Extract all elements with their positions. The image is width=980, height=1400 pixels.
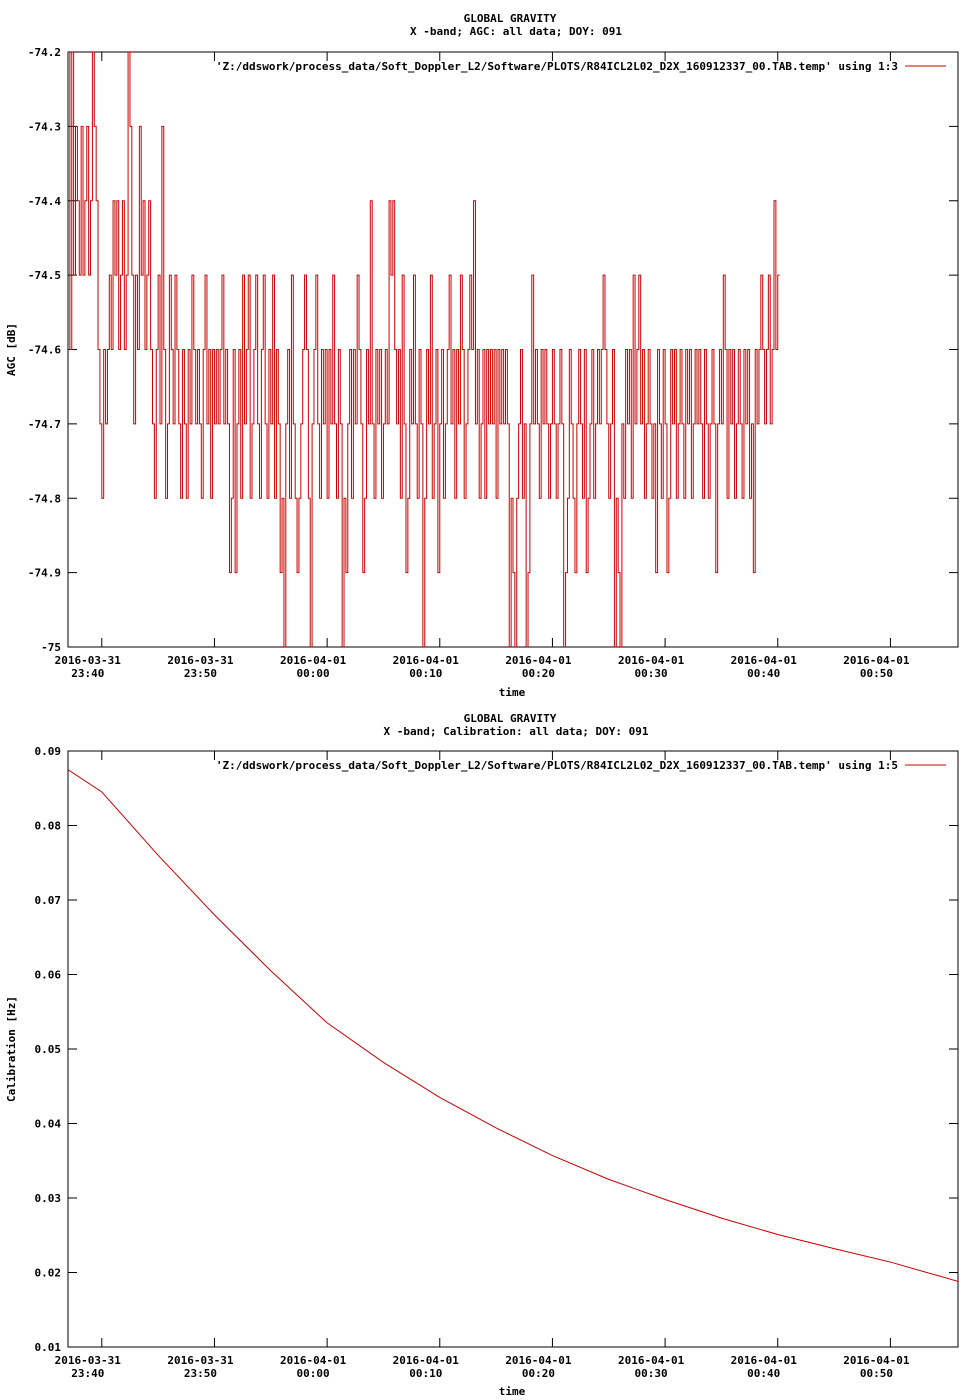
x-tick-label-time: 23:50	[184, 667, 217, 680]
plot-frame	[67, 750, 959, 1348]
y-axis-label: Calibration [Hz]	[5, 996, 18, 1102]
chart-subtitle: X -band; Calibration: all data; DOY: 091	[384, 725, 649, 738]
y-tick-label: 0.09	[35, 745, 62, 758]
x-axis-label: time	[499, 686, 526, 699]
data-series-line	[68, 52, 780, 647]
x-tick-label-time: 23:40	[71, 667, 104, 680]
chart-title: GLOBAL GRAVITY	[464, 712, 557, 725]
x-tick-label-time: 00:10	[409, 1367, 442, 1380]
x-tick-label-date: 2016-04-01	[843, 654, 910, 667]
x-tick-label-time: 00:50	[860, 1367, 893, 1380]
x-tick-label-date: 2016-03-31	[55, 654, 122, 667]
x-tick-label-date: 2016-04-01	[393, 654, 460, 667]
x-tick-label-time: 00:40	[747, 667, 780, 680]
y-tick-label: -74.8	[28, 492, 61, 505]
x-tick-label-date: 2016-04-01	[731, 1354, 798, 1367]
y-axis-label: AGC [dB]	[5, 323, 18, 376]
data-series-line	[68, 769, 958, 1282]
x-tick-label-time: 00:10	[409, 667, 442, 680]
y-tick-label: -74.9	[28, 567, 61, 580]
y-tick-label: -74.3	[28, 120, 61, 133]
x-tick-label-time: 00:20	[522, 667, 555, 680]
x-tick-label-date: 2016-04-01	[731, 654, 798, 667]
y-tick-label: -75	[41, 641, 61, 654]
x-tick-label-time: 23:50	[184, 1367, 217, 1380]
x-tick-label-date: 2016-04-01	[618, 654, 685, 667]
x-tick-label-time: 00:00	[297, 1367, 330, 1380]
x-tick-label-date: 2016-04-01	[505, 1354, 572, 1367]
y-tick-label: 0.07	[35, 894, 62, 907]
y-tick-label: 0.03	[35, 1192, 62, 1205]
chart-title: GLOBAL GRAVITY	[464, 12, 557, 25]
x-tick-label-time: 00:30	[635, 667, 668, 680]
y-tick-label: 0.04	[35, 1118, 62, 1131]
y-tick-label: -74.4	[28, 195, 61, 208]
y-tick-label: 0.08	[35, 820, 62, 833]
y-tick-label: -74.7	[28, 418, 61, 431]
y-tick-label: 0.02	[35, 1267, 62, 1280]
x-tick-label-date: 2016-04-01	[280, 1354, 347, 1367]
y-tick-label: 0.05	[35, 1043, 62, 1056]
y-tick-label: 0.06	[35, 969, 62, 982]
x-tick-label-date: 2016-03-31	[167, 654, 234, 667]
x-tick-label-date: 2016-03-31	[167, 1354, 234, 1367]
x-tick-label-date: 2016-04-01	[280, 654, 347, 667]
x-tick-label-date: 2016-04-01	[505, 654, 572, 667]
y-tick-label: -74.2	[28, 46, 61, 59]
x-tick-label-date: 2016-04-01	[843, 1354, 910, 1367]
x-tick-label-time: 00:30	[635, 1367, 668, 1380]
y-tick-label: -74.5	[28, 269, 61, 282]
x-tick-label-date: 2016-04-01	[618, 1354, 685, 1367]
y-tick-label: -74.6	[28, 344, 61, 357]
legend-label: 'Z:/ddswork/process_data/Soft_Doppler_L2…	[216, 759, 898, 772]
y-tick-label: 0.01	[35, 1341, 62, 1354]
x-tick-label-time: 00:20	[522, 1367, 555, 1380]
legend-label: 'Z:/ddswork/process_data/Soft_Doppler_L2…	[216, 60, 898, 73]
x-tick-label-date: 2016-03-31	[55, 1354, 122, 1367]
x-tick-label-time: 00:50	[860, 667, 893, 680]
x-tick-label-time: 00:40	[747, 1367, 780, 1380]
x-tick-label-date: 2016-04-01	[393, 1354, 460, 1367]
x-tick-label-time: 00:00	[297, 667, 330, 680]
x-axis-label: time	[499, 1385, 526, 1398]
chart-subtitle: X -band; AGC: all data; DOY: 091	[410, 25, 622, 38]
x-tick-label-time: 23:40	[71, 1367, 104, 1380]
